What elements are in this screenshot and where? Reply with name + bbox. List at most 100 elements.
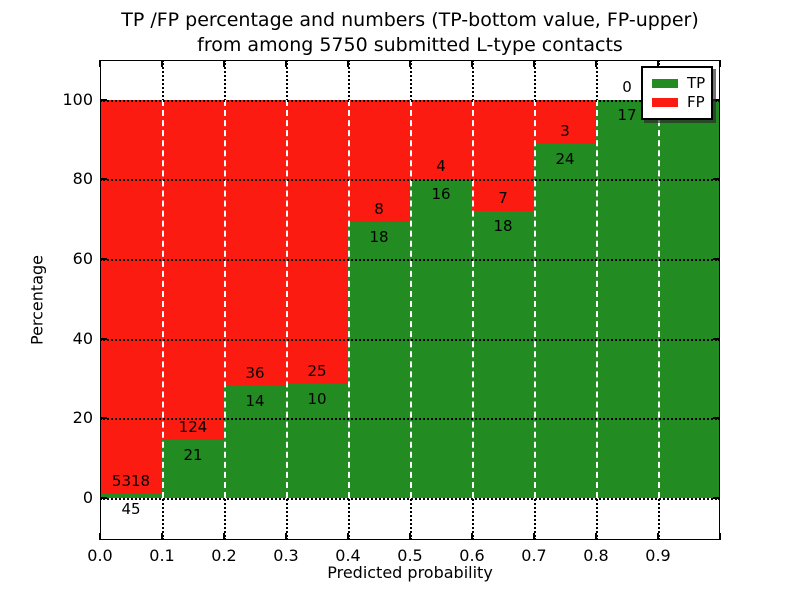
x-tick-label: 0.5 <box>397 546 423 565</box>
x-tick-mark <box>719 533 721 540</box>
x-tick-mark <box>223 533 225 540</box>
tp-count-label: 14 <box>245 392 265 411</box>
x-tick-mark-top <box>595 60 597 67</box>
fp-bar-segment <box>348 99 410 223</box>
x-tick-mark <box>161 533 163 540</box>
ticks-layer <box>99 60 721 540</box>
x-tick-label: 0.7 <box>521 546 547 565</box>
x-tick-mark <box>657 533 659 540</box>
y-tick-mark <box>100 496 107 499</box>
x-tick-mark-top <box>99 60 101 67</box>
fp-bar-segment <box>224 99 286 387</box>
y-tick-label: 20 <box>72 408 93 428</box>
bar-edge-line <box>162 99 164 498</box>
fp-count-label: 4 <box>436 157 446 176</box>
fp-bar-segment <box>100 99 162 495</box>
tp-bar-segment <box>658 99 720 498</box>
x-tick-mark-top <box>161 60 163 67</box>
legend-tp-label: TP <box>687 74 706 92</box>
x-tick-label: 0.0 <box>87 546 113 565</box>
x-tick-label: 0.8 <box>583 546 609 565</box>
bar-edge-line <box>348 99 350 498</box>
x-tick-mark-top <box>533 60 535 67</box>
fp-count-label: 36 <box>245 364 265 383</box>
y-tick-mark-right <box>713 98 720 101</box>
x-tick-mark-top <box>471 60 473 67</box>
y-tick-label: 100 <box>62 89 93 109</box>
bar-edge-line <box>596 99 598 498</box>
fp-count-label: 0 <box>622 77 632 96</box>
plot-area: 5318451242136142510818416718324017042 TP… <box>99 60 721 540</box>
x-tick-mark <box>285 533 287 540</box>
y-tick-mark-right <box>713 178 720 181</box>
y-tick-mark-right <box>713 337 720 340</box>
horizontal-gridlines-layer <box>100 60 720 540</box>
x-tick-label: 0.2 <box>211 546 237 565</box>
tp-count-label: 17 <box>617 105 637 124</box>
y-tick-mark-right <box>713 417 720 420</box>
x-tick-label: 0.1 <box>149 546 175 565</box>
bar-edge-line <box>286 99 288 498</box>
tp-bar-segment <box>534 144 596 498</box>
bar-edge-line <box>658 99 660 498</box>
bar-edge-line <box>224 99 226 498</box>
fp-bar-segment <box>162 99 224 441</box>
y-tick-mark <box>100 178 107 181</box>
tp-bar-segment <box>286 384 348 498</box>
x-tick-label: 0.9 <box>645 546 671 565</box>
x-tick-label: 0.3 <box>273 546 299 565</box>
fp-count-label: 7 <box>498 189 508 208</box>
tp-count-label: 45 <box>121 500 141 519</box>
y-tick-mark <box>100 258 107 260</box>
tp-count-label: 24 <box>555 150 575 169</box>
x-tick-mark <box>99 533 101 540</box>
y-tick-mark <box>100 337 107 340</box>
legend-row: FP <box>643 95 711 110</box>
tp-bar-segment <box>100 494 162 498</box>
horizontal-gridline <box>100 497 720 500</box>
tp-count-label: 21 <box>183 446 203 465</box>
x-tick-label: 0.4 <box>335 546 361 565</box>
bar-edge-line <box>472 99 474 498</box>
legend-tp-swatch <box>652 79 678 88</box>
bar-edge-line <box>410 99 412 498</box>
tp-count-label: 10 <box>307 390 327 409</box>
fp-count-label: 8 <box>374 200 384 219</box>
chart-title-line1: TP /FP percentage and numbers (TP-bottom… <box>121 9 699 31</box>
legend: TP FP <box>641 66 713 120</box>
x-tick-mark-top <box>657 60 659 67</box>
x-tick-mark-top <box>285 60 287 67</box>
horizontal-gridline <box>100 418 720 421</box>
y-tick-mark-right <box>713 496 720 499</box>
x-tick-mark <box>409 533 411 540</box>
fp-bar-segment <box>534 99 596 145</box>
bar-edge-line <box>534 99 536 498</box>
x-tick-mark <box>595 533 597 540</box>
y-tick-label: 0 <box>82 487 93 507</box>
fp-bar-segment <box>286 99 348 385</box>
x-tick-mark-top <box>409 60 411 67</box>
x-tick-label: 0.6 <box>459 546 485 565</box>
tp-count-label: 18 <box>369 228 389 247</box>
x-axis-label: Predicted probability <box>327 563 493 582</box>
x-tick-mark <box>347 533 349 540</box>
x-tick-mark-top <box>719 60 721 67</box>
y-tick-mark-right <box>713 258 720 260</box>
y-tick-mark <box>100 417 107 420</box>
tp-bar-segment <box>348 222 410 498</box>
chart-title-line2: from among 5750 submitted L-type contact… <box>197 34 623 56</box>
tp-count-label: 18 <box>493 217 513 236</box>
tp-count-label: 16 <box>431 185 451 204</box>
bar-edges-layer <box>100 60 720 540</box>
y-tick-label: 60 <box>72 249 93 268</box>
fp-count-label: 124 <box>178 418 208 437</box>
tp-bar-segment <box>162 440 224 498</box>
bars-layer <box>100 60 720 540</box>
y-tick-label: 40 <box>72 328 93 348</box>
legend-fp-label: FP <box>687 93 705 111</box>
fp-bar-segment <box>410 99 472 180</box>
x-tick-mark <box>471 533 473 540</box>
y-tick-mark <box>100 98 107 101</box>
horizontal-gridline <box>100 259 720 261</box>
